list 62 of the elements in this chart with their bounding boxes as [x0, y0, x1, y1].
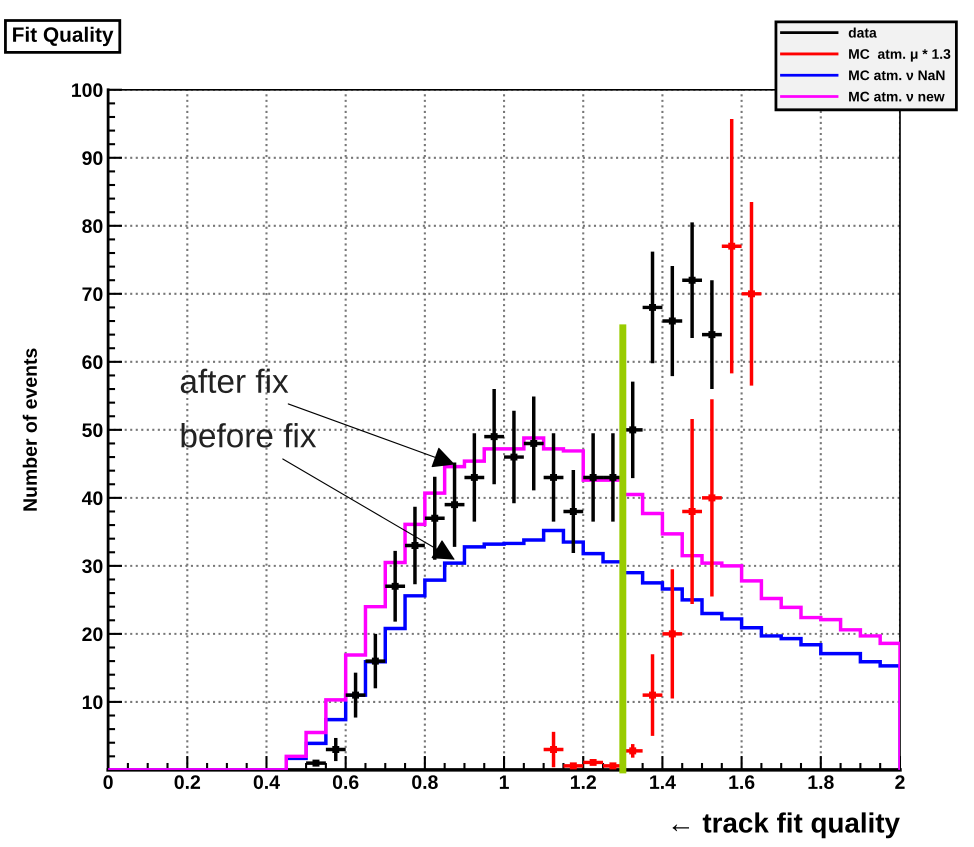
legend-label: MC atm. μ * 1.3 — [849, 49, 950, 62]
x-tick-label: 1.8 — [808, 775, 834, 790]
x-tick-label: 0 — [103, 775, 113, 790]
y-tick-label: 80 — [82, 219, 102, 234]
point — [629, 426, 636, 434]
x-tick-label: 1.2 — [570, 775, 596, 789]
point — [352, 692, 360, 699]
point — [629, 747, 636, 754]
point — [668, 630, 676, 638]
y-tick-label: 100 — [72, 83, 102, 98]
y-axis-title: Number of events — [22, 348, 37, 511]
x-tick-label: 1.6 — [729, 775, 754, 790]
legend-label: MC atm. ν new — [849, 92, 945, 102]
legend-label: data — [848, 27, 877, 38]
point — [392, 582, 399, 590]
x-tick-label: 2 — [895, 775, 905, 789]
point — [451, 501, 458, 508]
y-tick-label: 90 — [82, 151, 102, 166]
point — [470, 474, 478, 481]
y-tick-label: 40 — [82, 491, 102, 506]
point — [332, 746, 340, 753]
point — [550, 746, 558, 753]
x-tick-label: 1 — [500, 776, 509, 789]
x-axis-title: ← track fit quality — [672, 812, 900, 838]
point — [609, 762, 616, 770]
point — [312, 760, 320, 767]
x-tick-label: 0.4 — [254, 775, 280, 790]
point — [649, 692, 656, 699]
point — [490, 433, 498, 440]
x-tick-label: 0.2 — [174, 775, 200, 790]
x-tick-label: 0.8 — [412, 775, 438, 790]
point — [668, 318, 676, 325]
point — [570, 762, 577, 770]
y-tick-label: 50 — [82, 423, 102, 438]
point — [649, 304, 656, 311]
y-tick-label: 10 — [82, 695, 102, 710]
point — [590, 474, 597, 481]
chart-title: Fit Quality — [13, 26, 114, 46]
point — [728, 242, 736, 250]
point — [590, 758, 597, 766]
point — [688, 508, 696, 515]
x-tick-label: 0.6 — [332, 775, 358, 790]
point — [372, 658, 379, 665]
legend-label: MC atm. ν NaN — [849, 70, 944, 80]
point — [708, 331, 716, 338]
point — [431, 514, 438, 522]
point — [609, 474, 616, 481]
point — [748, 290, 755, 298]
point — [530, 440, 538, 447]
annotation: before fix — [182, 423, 316, 448]
point — [510, 454, 518, 461]
y-tick-label: 30 — [82, 559, 102, 574]
point — [550, 474, 558, 481]
point — [688, 276, 696, 284]
y-tick-label: 60 — [82, 355, 102, 370]
y-tick-label: 20 — [82, 627, 102, 642]
annotation: after fix — [180, 368, 288, 394]
point — [570, 508, 577, 515]
point — [411, 542, 418, 549]
point — [708, 494, 716, 502]
y-tick-label: 70 — [82, 287, 102, 302]
x-tick-label: 1.4 — [650, 776, 676, 789]
